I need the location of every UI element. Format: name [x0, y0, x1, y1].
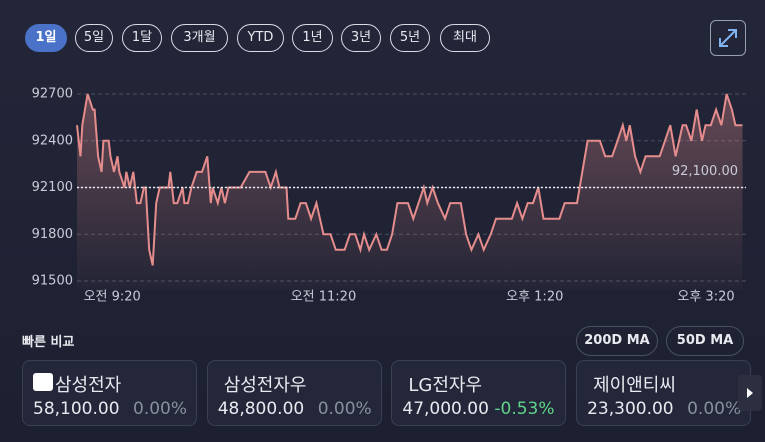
- x-tick-label: 오후 3:20: [677, 290, 734, 305]
- range-tab[interactable]: 3년: [341, 24, 381, 52]
- company-name: 삼성전자: [55, 375, 122, 396]
- chart: 91500 91800 92100 92400 92700 오전 9:20 오전 11:20…: [32, 87, 746, 305]
- price: 48,800.00: [217, 399, 305, 419]
- company-name: LG전자우: [408, 375, 483, 396]
- y-tick-label: 92100: [32, 180, 73, 195]
- company-logo: [33, 373, 53, 391]
- compare-card[interactable]: 삼성전자 58,100.00 0.00%: [22, 360, 197, 426]
- y-tick-label: 92400: [32, 133, 73, 148]
- range-tab[interactable]: 3개월: [171, 24, 228, 52]
- range-tab[interactable]: 5일: [75, 24, 113, 52]
- x-tick-label: 오전 9:20: [84, 290, 141, 305]
- expand-icon: [719, 29, 737, 47]
- y-tick-label: 91500: [32, 274, 73, 289]
- company-name: 제이앤티씨: [593, 375, 676, 396]
- change: -0.53%: [494, 399, 555, 419]
- price: 47,000.00: [402, 399, 489, 419]
- y-tick-label: 91800: [32, 227, 73, 242]
- range-tab[interactable]: YTD: [237, 24, 284, 52]
- price: 23,300.00: [587, 399, 674, 419]
- ma-button[interactable]: 50D MA: [666, 326, 744, 356]
- arrow-icon: [747, 388, 753, 398]
- compare-card[interactable]: LG전자우 47,000.00 -0.53%: [391, 360, 567, 426]
- range-tab[interactable]: 최대: [440, 24, 490, 52]
- ma-button[interactable]: 200D MA: [576, 326, 658, 356]
- range-tab[interactable]: 1달: [122, 24, 162, 52]
- range-tab[interactable]: 5년: [390, 24, 430, 52]
- compare-card[interactable]: 제이앤티씨 23,300.00 0.00%: [576, 360, 752, 426]
- price: 58,100.00: [33, 399, 120, 419]
- range-tab[interactable]: 1일: [25, 24, 67, 52]
- x-tick-label: 오후 1:20: [506, 290, 563, 305]
- x-tick-label: 오전 11:20: [291, 290, 357, 305]
- company-name: 삼성전자우: [223, 375, 307, 396]
- change: 0.00%: [687, 399, 742, 419]
- next-arrow[interactable]: [738, 375, 762, 411]
- change: 0.00%: [317, 399, 372, 419]
- change: 0.00%: [133, 399, 188, 419]
- area: [77, 94, 743, 290]
- expand-button[interactable]: [710, 20, 746, 56]
- y-tick-label: 92700: [32, 87, 73, 102]
- range-tab[interactable]: 1년: [292, 24, 333, 52]
- compare-card[interactable]: 삼성전자우 48,800.00 0.00%: [206, 360, 382, 426]
- compare-title: 빠른 비교: [22, 335, 75, 350]
- reference-label: 92,100.00: [672, 164, 738, 179]
